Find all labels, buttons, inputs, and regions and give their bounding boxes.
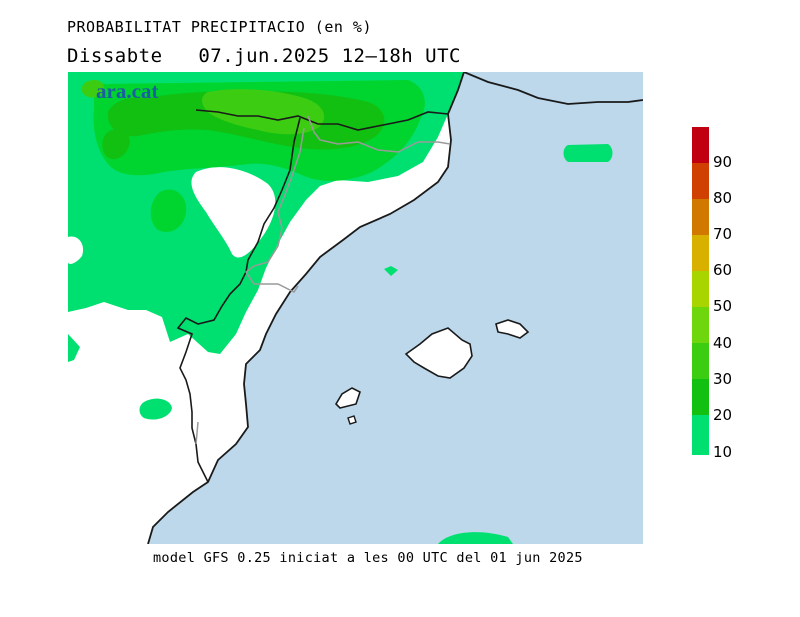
precip-area-10 <box>80 260 104 281</box>
precip-area-10 <box>139 398 172 420</box>
legend-label-70: 70 <box>713 225 733 243</box>
international-border <box>195 109 449 131</box>
province-border <box>244 127 305 293</box>
precip-area-10 <box>563 144 613 162</box>
map-subtitle: Dissabte 07.jun.2025 12–18h UTC <box>67 45 461 67</box>
province-border <box>307 115 451 153</box>
precip-area-10 <box>384 266 398 276</box>
legend-swatch-80 <box>692 163 709 199</box>
regional-border <box>176 117 301 483</box>
legend-label-30: 30 <box>713 370 733 388</box>
province-border <box>195 421 199 445</box>
legend-swatch-30 <box>692 343 709 379</box>
island-formentera <box>347 415 357 425</box>
precip-area-40 <box>202 89 325 135</box>
coastline <box>147 72 465 544</box>
map-title: PROBABILITAT PRECIPITACIO (en %) <box>67 18 372 36</box>
sea-area <box>148 72 643 544</box>
model-info-footer: model GFS 0.25 iniciat a les 00 UTC del … <box>153 550 583 566</box>
legend-swatch-90 <box>692 127 709 163</box>
legend-swatch-40 <box>692 307 709 343</box>
legend-colorbar <box>692 127 709 455</box>
legend-swatch-60 <box>692 235 709 271</box>
island-menorca <box>495 319 530 339</box>
legend-label-80: 80 <box>713 189 733 207</box>
legend-label-60: 60 <box>713 261 733 279</box>
coastline <box>463 72 643 105</box>
precip-area-40 <box>81 80 104 98</box>
dry-area <box>191 167 276 258</box>
legend-label-90: 90 <box>713 153 733 171</box>
legend-label-50: 50 <box>713 297 733 315</box>
precipitation-map: ara.cat <box>68 72 643 544</box>
legend-label-10: 10 <box>713 443 733 461</box>
legend-swatch-10 <box>692 415 709 455</box>
precip-area-30 <box>102 129 130 160</box>
precip-area-10 <box>438 532 513 544</box>
legend-swatch-20 <box>692 379 709 415</box>
island-mallorca <box>404 327 473 379</box>
legend-swatch-70 <box>692 199 709 235</box>
dry-area <box>68 236 84 264</box>
precip-area-20 <box>150 189 187 232</box>
watermark-logo: ara.cat <box>96 79 158 103</box>
legend-swatch-50 <box>692 271 709 307</box>
legend-label-20: 20 <box>713 406 733 424</box>
legend-label-40: 40 <box>713 334 733 352</box>
island-ibiza <box>334 387 361 409</box>
precip-area-10 <box>68 334 80 362</box>
